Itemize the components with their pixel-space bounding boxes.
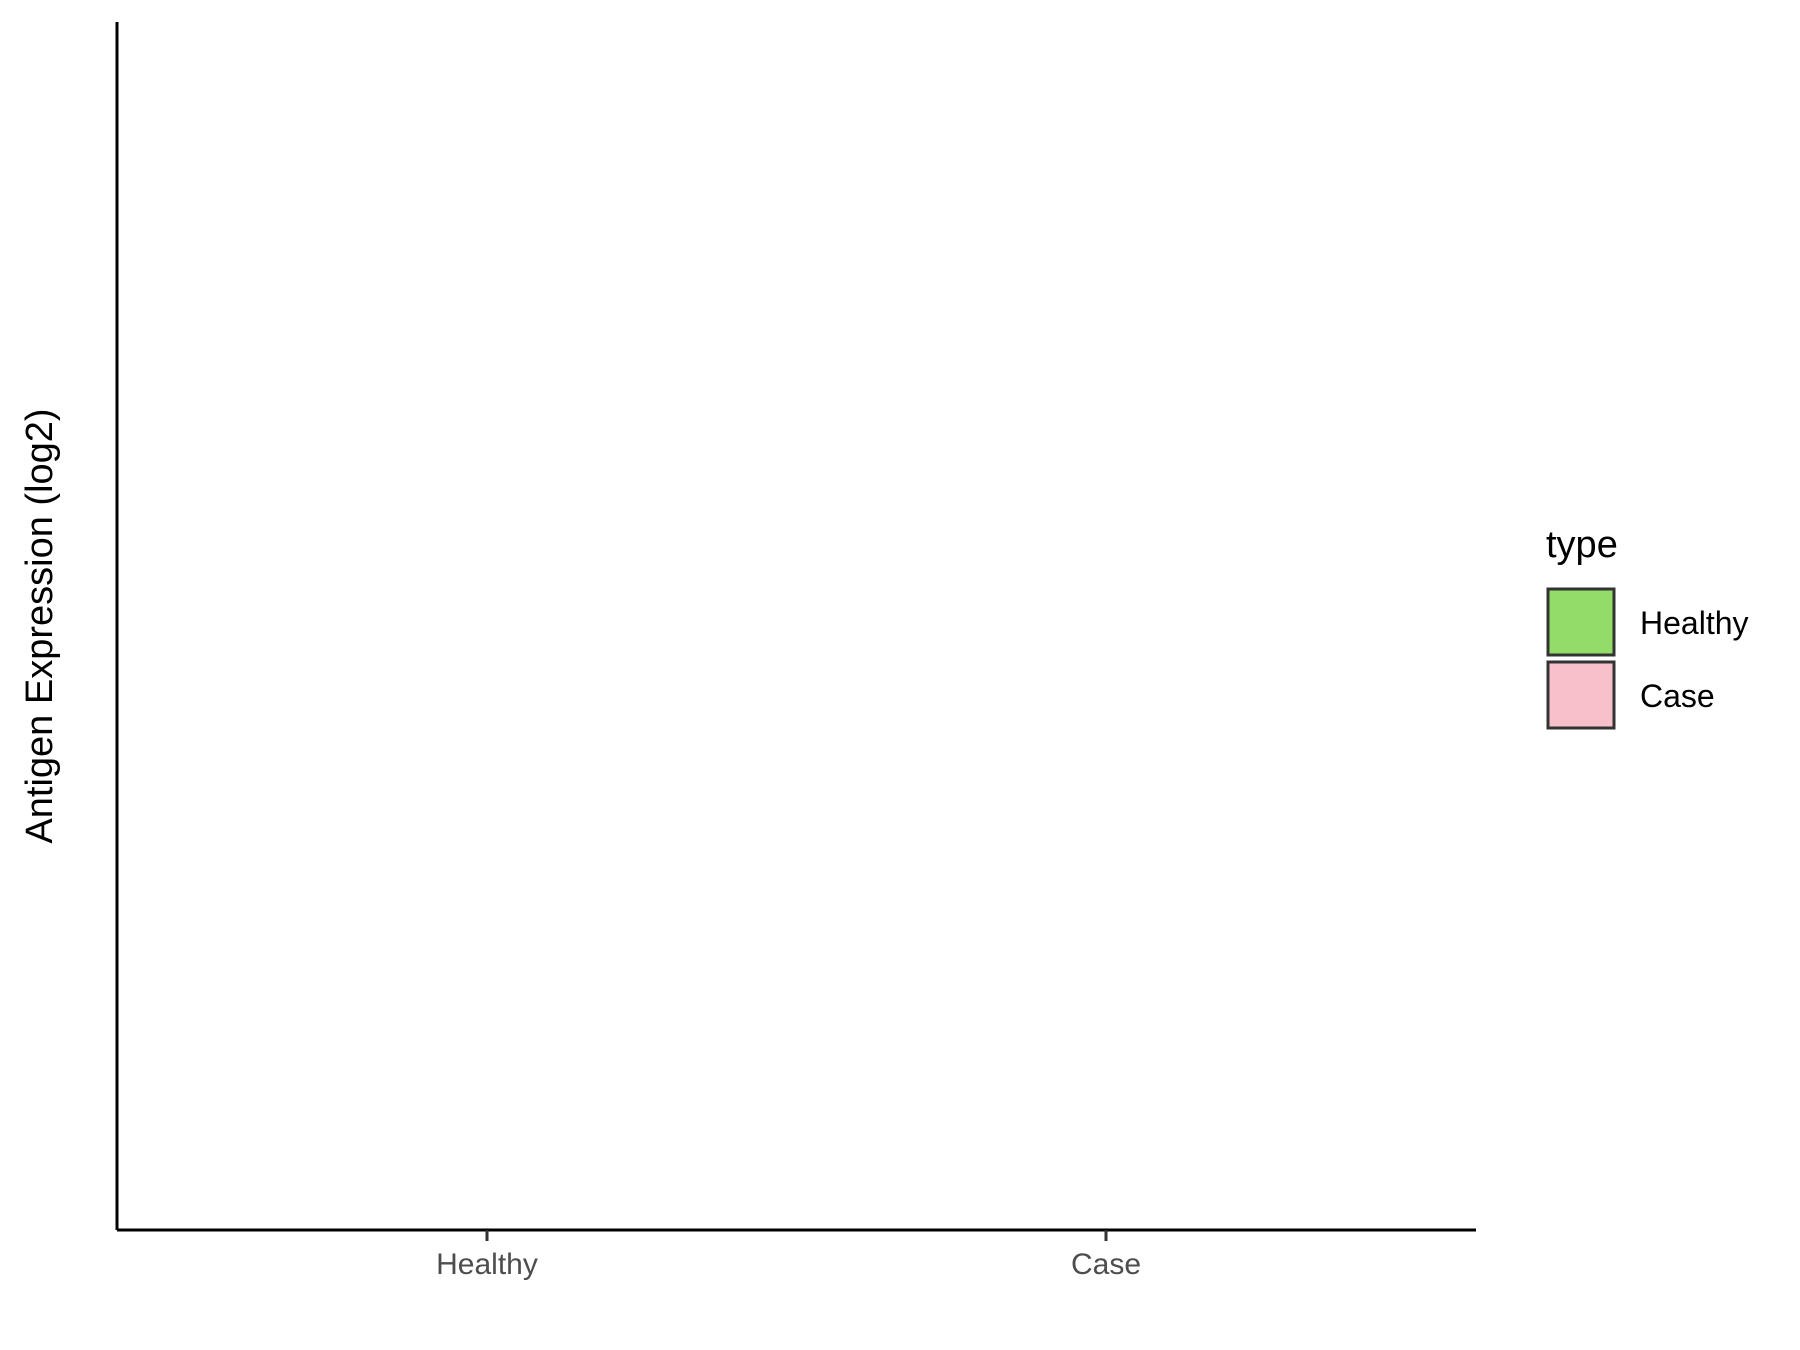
legend: type Healthy Case — [1546, 524, 1749, 730]
y-axis-title: Antigen Expression (log2) — [19, 408, 61, 843]
legend-swatch-case — [1546, 660, 1616, 730]
legend-title: type — [1546, 524, 1618, 566]
legend-entries: Healthy Case — [1546, 587, 1749, 730]
legend-swatch-healthy — [1546, 587, 1616, 657]
x-axis-ticks: Healthy Case — [436, 1230, 1141, 1281]
legend-label-case: Case — [1640, 678, 1715, 714]
x-tick-label: Case — [1071, 1248, 1141, 1281]
x-tick-label: Healthy — [436, 1248, 538, 1281]
legend-label-healthy: Healthy — [1640, 605, 1749, 641]
